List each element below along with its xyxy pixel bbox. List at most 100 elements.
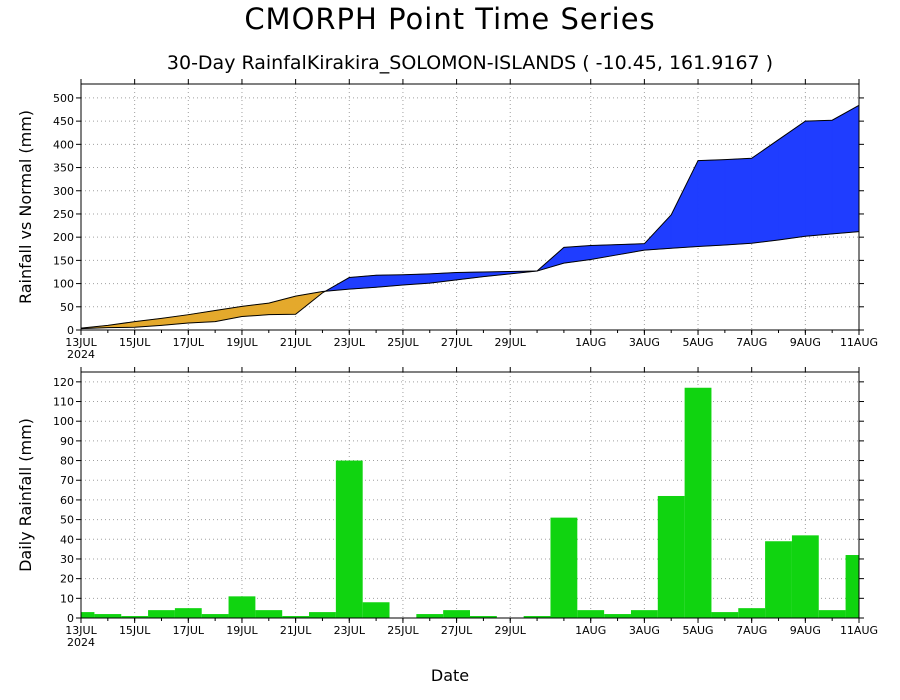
bottom-ytick-label: 90 [60, 435, 74, 448]
bottom-ytick-label: 100 [53, 415, 74, 428]
above-normal-area [563, 245, 592, 264]
bottom-xtick-label: 5AUG [682, 624, 713, 637]
daily-rainfall-bar [335, 460, 363, 618]
bottom-xtick-label: 25JUL [387, 624, 419, 637]
daily-rainfall-bar [791, 535, 819, 618]
daily-rainfall-bar [148, 610, 175, 618]
daily-rainfall-bar [630, 610, 658, 618]
top-ytick-label: 400 [53, 138, 74, 151]
above-normal-area [644, 214, 672, 251]
actual-cumulative-line [80, 104, 860, 330]
top-xtick-label: 27JUL [441, 336, 473, 349]
top-xtick-label: 11AUG [840, 336, 878, 349]
top-ytick-label: 300 [53, 185, 74, 198]
page-title: CMORPH Point Time Series [244, 2, 656, 36]
top-xtick-label: 13JUL [65, 336, 97, 349]
bottom-xtick-label: 21JUL [280, 624, 312, 637]
daily-rainfall-bar [201, 614, 229, 618]
above-normal-area [778, 120, 806, 241]
daily-rainfall-bar [362, 602, 390, 618]
top-xtick-label: 19JUL [226, 336, 258, 349]
bottom-ytick-label: 40 [60, 533, 74, 546]
daily-rainfall-bar [657, 495, 685, 618]
top-ytick-label: 200 [53, 231, 74, 244]
top-ytick-label: 150 [53, 254, 74, 267]
below-normal-area [268, 295, 296, 315]
daily-rainfall-bar [416, 614, 444, 618]
bottom-frame [80, 371, 860, 619]
top-ytick-label: 350 [53, 162, 74, 175]
bottom-xtick-label: 11AUG [840, 624, 878, 637]
daily-rainfall-bar [765, 541, 792, 618]
bottom-ytick-label: 120 [53, 376, 74, 389]
top-xtick-label: 17JUL [173, 336, 205, 349]
top-ytick-label: 0 [67, 324, 74, 337]
daily-rainfall-bar [470, 616, 497, 618]
bottom-xtick-label: 29JUL [495, 624, 527, 637]
daily-rainfall-bar [845, 555, 859, 618]
top-xtick-label: 7AUG [736, 336, 767, 349]
above-normal-area [805, 119, 833, 237]
daily-rainfall-bar [81, 612, 95, 618]
bottom-ylabel: Daily Rainfall (mm) [16, 418, 35, 572]
daily-rainfall-bar [309, 612, 336, 618]
normal-cumulative-line [80, 231, 860, 329]
top-xtick-label: 29JUL [495, 336, 527, 349]
bottom-ytick-label: 60 [60, 494, 74, 507]
top-xtick-label: 25JUL [387, 336, 419, 349]
daily-rainfall-bar [282, 616, 310, 618]
bottom-xtick-label: 15JUL [119, 624, 151, 637]
bottom-xtick-year: 2024 [67, 636, 95, 649]
daily-rainfall-bar [550, 517, 578, 618]
top-ytick-label: 250 [53, 208, 74, 221]
daily-rainfall-bar [818, 610, 846, 618]
above-normal-area [670, 160, 699, 249]
chart-subtitle: 30-Day RainfalKirakira_SOLOMON-ISLANDS (… [166, 52, 774, 74]
above-normal-area [831, 104, 860, 235]
bottom-ytick-label: 70 [60, 474, 74, 487]
daily-rainfall-bar [443, 610, 470, 618]
top-xtick-label: 9AUG [790, 336, 821, 349]
top-xtick-label: 3AUG [629, 336, 660, 349]
daily-rainfall-bar [711, 612, 739, 618]
daily-rainfall-bar [604, 614, 631, 618]
daily-rainfall-bar [523, 616, 551, 618]
bottom-xtick-label: 17JUL [173, 624, 205, 637]
top-ytick-label: 450 [53, 115, 74, 128]
bottom-xtick-label: 3AUG [629, 624, 660, 637]
above-normal-area [724, 157, 752, 246]
bottom-ytick-label: 30 [60, 553, 74, 566]
bottom-xtick-label: 13JUL [65, 624, 97, 637]
top-xtick-label: 21JUL [280, 336, 312, 349]
top-xtick-year: 2024 [67, 348, 95, 361]
bottom-xtick-label: 9AUG [790, 624, 821, 637]
top-xtick-label: 15JUL [119, 336, 151, 349]
bottom-ytick-label: 80 [60, 455, 74, 468]
bottom-ytick-label: 0 [67, 612, 74, 625]
daily-rainfall-bar [738, 608, 766, 618]
daily-rainfall-bar [228, 596, 256, 618]
daily-rainfall-bar [684, 387, 712, 618]
daily-rainfall-bar [121, 616, 149, 618]
top-ylabel: Rainfall vs Normal (mm) [16, 110, 35, 304]
daily-rainfall-bar [255, 610, 283, 618]
top-ytick-label: 100 [53, 278, 74, 291]
daily-rainfall-bar [174, 608, 202, 618]
daily-rainfall-bar [577, 610, 605, 618]
x-axis-label: Date [430, 666, 470, 685]
above-normal-area [697, 159, 726, 247]
top-ytick-label: 50 [60, 301, 74, 314]
top-ytick-label: 500 [53, 92, 74, 105]
bottom-xtick-label: 7AUG [736, 624, 767, 637]
bottom-ytick-label: 110 [53, 396, 74, 409]
above-normal-area [617, 243, 645, 256]
bottom-xtick-label: 19JUL [226, 624, 258, 637]
bottom-ytick-label: 50 [60, 514, 74, 527]
top-frame [80, 83, 860, 331]
top-xtick-label: 23JUL [334, 336, 366, 349]
bottom-ytick-label: 10 [60, 592, 74, 605]
top-xtick-label: 1AUG [575, 336, 606, 349]
bottom-xtick-label: 1AUG [575, 624, 606, 637]
